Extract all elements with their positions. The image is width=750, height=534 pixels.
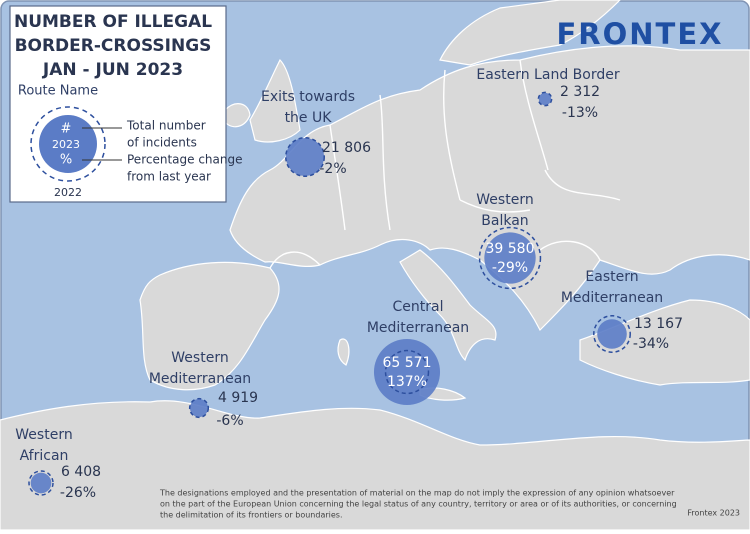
legend-title: NUMBER OF ILLEGAL xyxy=(14,12,212,32)
route-name: Mediterranean xyxy=(367,320,469,336)
change: -6% xyxy=(216,413,243,429)
bubble-2023 xyxy=(597,319,627,349)
logo: FRONTEX xyxy=(556,17,723,51)
disclaimer: The designations employed and the presen… xyxy=(159,489,675,498)
legend-year: 2023 xyxy=(52,138,80,151)
bubble-2022 xyxy=(28,470,54,496)
legend-text: from last year xyxy=(127,170,211,184)
route-name: Mediterranean xyxy=(561,290,663,306)
bubble-2023 xyxy=(538,92,552,106)
incidents: 39 580 xyxy=(486,241,535,257)
bubble-2022 xyxy=(537,91,553,107)
incidents: 65 571 xyxy=(383,355,432,371)
incidents: 2 312 xyxy=(560,84,600,100)
change: -29% xyxy=(492,260,528,276)
route-name: Western xyxy=(171,350,228,366)
route-name: Eastern Land Border xyxy=(476,67,619,83)
legend-text: Total number xyxy=(126,119,206,133)
bubble-2022 xyxy=(285,137,325,177)
credit: Frontex 2023 xyxy=(687,509,740,518)
route-name: Exits towards xyxy=(261,89,355,105)
change: -26% xyxy=(60,485,96,501)
route-name: Eastern xyxy=(585,269,638,285)
route-name: African xyxy=(20,448,69,464)
change: 137% xyxy=(387,374,427,390)
bubble-2022 xyxy=(593,315,631,353)
incidents: 6 408 xyxy=(61,464,101,480)
route-name: Central xyxy=(393,299,444,315)
bubble-2023 xyxy=(484,232,536,284)
route-name: Western xyxy=(15,427,72,443)
bubble-2023 xyxy=(189,398,209,418)
disclaimer: the delimitation of its frontiers or bou… xyxy=(160,511,343,520)
change: -2% xyxy=(319,161,346,177)
legend-title: JAN - JUN 2023 xyxy=(42,60,183,80)
legend-text: Percentage change xyxy=(127,153,242,167)
legend-year-previous: 2022 xyxy=(54,186,82,199)
route-name: Balkan xyxy=(481,213,528,229)
legend-title: BORDER-CROSSINGS xyxy=(15,36,212,56)
legend-route-name: Route Name xyxy=(18,84,98,99)
legend-percent: % xyxy=(60,153,72,168)
disclaimer: on the part of the European Union concer… xyxy=(160,500,677,509)
legend-count: # xyxy=(61,122,72,137)
legend-text: of incidents xyxy=(127,136,197,150)
bubble-2023 xyxy=(373,338,441,406)
route-name: Mediterranean xyxy=(149,371,251,387)
bubble-2023 xyxy=(30,472,52,494)
legend-box: NUMBER OF ILLEGAL BORDER-CROSSINGS JAN -… xyxy=(9,5,242,203)
incidents: 21 806 xyxy=(322,140,371,156)
change: -13% xyxy=(562,105,598,121)
bubble-2023 xyxy=(285,137,325,177)
incidents: 13 167 xyxy=(634,316,683,332)
route-name: Western xyxy=(476,192,533,208)
change: -34% xyxy=(633,336,669,352)
route-name: the UK xyxy=(285,110,333,126)
incidents: 4 919 xyxy=(218,390,258,406)
bubble-2022 xyxy=(384,349,430,395)
bubble-2022 xyxy=(478,226,542,290)
bubble-2022 xyxy=(188,397,210,419)
